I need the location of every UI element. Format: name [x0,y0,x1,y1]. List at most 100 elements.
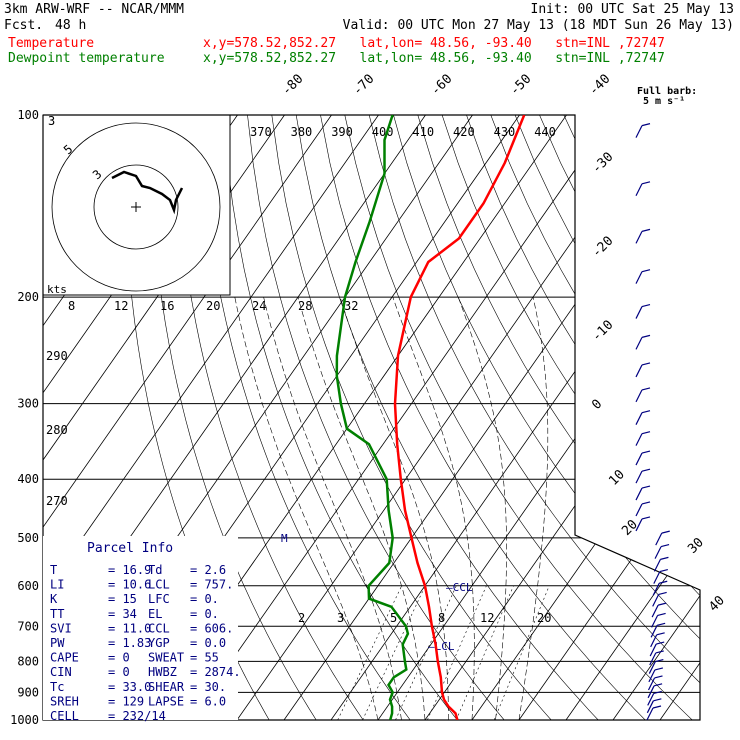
wind-barb [652,594,660,607]
wind-barb [635,231,643,244]
wind-barb-flag [641,362,651,366]
dry-adiabat-line [368,115,700,720]
wind-barb-flag [641,269,651,273]
wind-barb [635,271,643,284]
dry-adiabat-line [271,115,552,720]
dry-adiabat-line [393,115,700,720]
mixing-ratio-label: 8 [438,611,445,625]
wind-barb-flag [641,450,651,454]
isotherm-label: -10 [589,318,616,345]
hodograph-speed-label: 12 [114,299,128,313]
wind-barb [653,571,661,584]
wind-barb-flag [656,622,666,626]
parcel-value: = 2874. [190,665,241,679]
mixing-ratio-line [455,585,514,720]
wind-barb-flag [641,387,651,391]
temperature-legend-label: Temperature [8,36,95,51]
parcel-info-title: Parcel Info [87,541,173,556]
wind-barb-flag [641,468,651,472]
wind-barb [649,643,657,657]
parcel-value: = 15 [108,592,137,606]
level-marker-lcl: —LCL [428,640,455,653]
dry-adiabat-line [198,115,411,720]
dry-adiabat-line [320,115,646,720]
isotherm-label: -50 [507,72,534,99]
temperature-profile [393,115,526,720]
pressure-label: 100 [17,108,39,122]
parcel-label: SREH [50,694,79,708]
wind-barb-flag [655,658,664,663]
wind-barb-flag [641,501,651,505]
wind-barb [647,693,655,706]
hodograph-speed-label: 28 [298,299,312,313]
forecast-hours: 48 h [55,18,87,33]
theta-left-label: 290 [46,349,68,363]
parcel-value: = 10.6 [108,578,151,592]
wind-barb-flag [641,410,651,414]
parcel-label: SWEAT [148,651,184,665]
wind-barb-flag [659,569,668,573]
parcel-label: YGP [148,636,170,650]
dry-adiabat-line [490,115,700,720]
parcel-label: TT [50,607,64,621]
theta-label: 390 [331,125,353,139]
parcel-label: CCL [148,621,170,635]
dry-adiabat-line [295,115,599,720]
dry-adiabat-line [247,115,505,720]
dry-adiabat-line [587,115,700,720]
isotherm-label: -20 [589,234,616,261]
hodograph-speed-label: 24 [252,299,266,313]
parcel-label: PW [50,636,65,650]
dry-adiabat-line [514,115,700,720]
wind-barb-flag [660,544,670,548]
wind-barb [652,582,660,596]
wind-barb [651,615,659,628]
wind-barb-flag [659,580,668,584]
wind-barb [635,412,643,425]
theta-label: 410 [412,125,434,139]
isotherm-line [565,115,700,720]
parcel-info-background [43,536,238,720]
hodograph-speed-label: 32 [344,299,358,313]
parcel-value: = 34 [108,607,137,621]
wind-barb-flag [654,667,664,671]
model-title: 3km ARW-WRF -- NCAR/MMM [4,2,185,17]
parcel-label: LI [50,578,64,592]
parcel-label: SVI [50,621,72,635]
parcel-label: EL [148,607,162,621]
mixing-ratio-label: 3 [337,611,344,625]
pressure-label: 900 [17,685,39,699]
parcel-label: K [50,592,58,606]
pressure-label: 700 [17,619,39,633]
theta-label: 430 [494,125,516,139]
wind-barb [650,634,658,648]
dry-adiabat-line [344,115,693,720]
parcel-label: LCL [148,578,170,592]
pressure-label: 600 [17,579,39,593]
wind-barb [646,707,654,721]
wind-barb [651,604,659,618]
sounding-profiles [335,115,526,720]
mixing-ratio-label: 12 [480,611,494,625]
parcel-value: = 757. [190,578,233,592]
wind-barb [646,700,654,714]
dry-adiabat-line [710,115,740,720]
wind-barb [649,652,657,666]
wind-barb [647,685,655,699]
parcel-value: = 0.0 [190,636,226,650]
pressure-label: 300 [17,397,39,411]
wind-barb-flag [654,675,663,679]
wind-barb [655,532,663,546]
dry-adiabat-line [441,115,700,720]
dry-adiabat-line [174,115,364,720]
forecast-label: Fcst. [4,18,44,33]
pressure-label: 200 [17,290,39,304]
wind-barb [635,452,643,466]
wind-barb [635,518,643,532]
wind-barb-flag [657,612,666,616]
isotherm-line [236,115,661,720]
dry-adiabat-line [636,115,700,720]
wind-barb-flag [653,683,663,687]
hodograph-unit-label: kts [47,283,67,296]
parcel-value: = 606. [190,621,233,635]
